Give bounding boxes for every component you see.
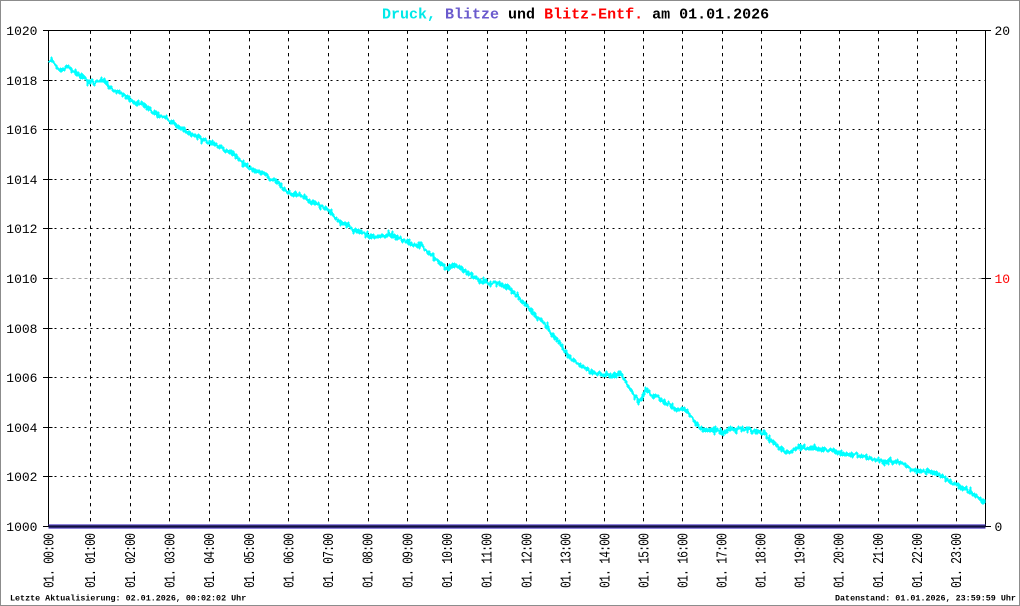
svg-text:0: 0 — [995, 520, 1003, 535]
svg-text:1016: 1016 — [6, 123, 37, 138]
svg-text:01. 23:00: 01. 23:00 — [949, 533, 966, 588]
svg-text:10: 10 — [995, 272, 1011, 287]
svg-text:01. 10:00: 01. 10:00 — [440, 533, 457, 588]
svg-text:01. 04:00: 01. 04:00 — [202, 533, 219, 588]
svg-text:01. 14:00: 01. 14:00 — [597, 533, 614, 588]
svg-text:Datenstand: 01.01.2026, 23:59:: Datenstand: 01.01.2026, 23:59:59 Uhr — [835, 594, 1016, 604]
svg-text:Druck, Blitze und Blitz-Entf.: Druck, Blitze und Blitz-Entf. am 01.01.2… — [382, 7, 769, 24]
svg-text:01. 00:00: 01. 00:00 — [41, 533, 58, 588]
svg-text:1006: 1006 — [6, 371, 37, 386]
svg-text:01. 17:00: 01. 17:00 — [714, 533, 731, 588]
svg-text:01. 20:00: 01. 20:00 — [831, 533, 848, 588]
svg-text:01. 09:00: 01. 09:00 — [400, 533, 417, 588]
svg-text:01. 03:00: 01. 03:00 — [162, 533, 179, 588]
svg-text:1010: 1010 — [6, 272, 37, 287]
svg-text:1004: 1004 — [6, 421, 37, 436]
svg-text:01. 21:00: 01. 21:00 — [870, 533, 887, 588]
svg-text:01. 13:00: 01. 13:00 — [558, 533, 575, 588]
svg-text:01. 05:00: 01. 05:00 — [241, 533, 258, 588]
svg-text:01. 08:00: 01. 08:00 — [360, 533, 377, 588]
svg-text:01. 16:00: 01. 16:00 — [675, 533, 692, 588]
svg-text:01. 01:00: 01. 01:00 — [83, 533, 100, 588]
svg-text:1000: 1000 — [6, 520, 37, 535]
svg-text:01. 07:00: 01. 07:00 — [321, 533, 338, 588]
svg-text:01. 18:00: 01. 18:00 — [753, 533, 770, 588]
svg-text:01. 11:00: 01. 11:00 — [479, 533, 496, 588]
svg-text:01. 02:00: 01. 02:00 — [123, 533, 140, 588]
svg-text:1018: 1018 — [6, 74, 37, 89]
svg-text:1008: 1008 — [6, 322, 37, 337]
svg-text:1014: 1014 — [6, 173, 37, 188]
svg-text:1020: 1020 — [6, 24, 37, 39]
svg-text:1012: 1012 — [6, 222, 37, 237]
svg-text:01. 22:00: 01. 22:00 — [909, 533, 926, 588]
svg-text:Letzte Aktualisierung: 02.01.2: Letzte Aktualisierung: 02.01.2026, 00:02… — [10, 594, 246, 604]
svg-text:01. 12:00: 01. 12:00 — [519, 533, 536, 588]
svg-text:01. 15:00: 01. 15:00 — [636, 533, 653, 588]
svg-text:1002: 1002 — [6, 470, 37, 485]
svg-text:01. 06:00: 01. 06:00 — [281, 533, 298, 588]
svg-text:01. 19:00: 01. 19:00 — [792, 533, 809, 588]
svg-text:20: 20 — [995, 24, 1011, 39]
